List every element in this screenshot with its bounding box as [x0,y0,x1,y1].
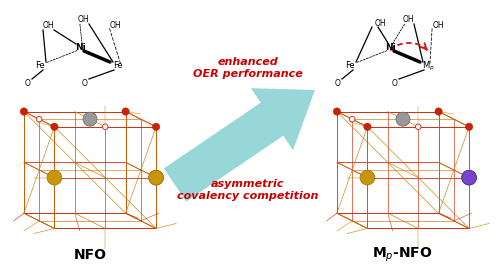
Circle shape [102,124,108,130]
Text: OH: OH [109,21,121,31]
Circle shape [400,115,406,123]
Text: OH: OH [77,15,89,24]
FancyArrow shape [164,88,315,202]
Circle shape [83,112,97,126]
Text: enhanced
OER performance: enhanced OER performance [193,57,303,79]
Text: Ni: Ni [384,44,396,53]
Circle shape [50,123,58,130]
Text: Fe: Fe [35,62,45,70]
Circle shape [364,174,371,181]
Circle shape [122,108,130,115]
Text: Fe: Fe [345,62,355,70]
Text: OH: OH [42,21,54,31]
Circle shape [435,108,442,115]
Text: asymmetric
covalency competition: asymmetric covalency competition [178,179,318,201]
Circle shape [152,123,160,130]
Text: NFO: NFO [74,248,106,262]
Circle shape [20,108,28,115]
Circle shape [462,170,476,185]
Circle shape [416,124,421,130]
Text: M$_p$-NFO: M$_p$-NFO [372,246,432,264]
Text: Ni: Ni [74,44,86,53]
Text: O: O [25,79,31,88]
Circle shape [462,170,476,185]
Circle shape [36,116,42,122]
Circle shape [350,116,355,122]
Circle shape [148,170,164,185]
Text: Fe: Fe [113,62,123,70]
Circle shape [50,174,58,181]
Text: OH: OH [432,21,444,31]
Circle shape [148,170,164,185]
Circle shape [152,174,160,181]
Circle shape [333,108,340,115]
Text: OH: OH [374,18,386,27]
Circle shape [86,115,94,123]
Circle shape [396,112,410,126]
Circle shape [466,123,473,130]
Circle shape [466,174,473,181]
Text: O: O [335,79,341,88]
Circle shape [364,123,371,130]
Text: O: O [392,79,398,88]
Text: OH: OH [402,15,414,24]
Circle shape [360,170,375,185]
Circle shape [47,170,62,185]
Text: M$_p$: M$_p$ [422,59,434,73]
Text: O: O [82,79,88,88]
